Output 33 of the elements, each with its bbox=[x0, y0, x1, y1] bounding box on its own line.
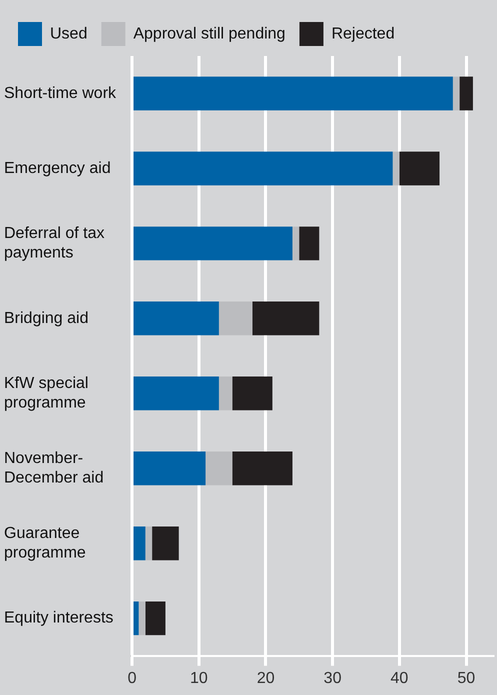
x-tick-label: 40 bbox=[390, 670, 408, 687]
bar bbox=[232, 376, 272, 410]
legend-label: Used bbox=[50, 25, 88, 42]
bar bbox=[392, 152, 400, 186]
x-tick-label: 10 bbox=[190, 670, 208, 687]
y-tick-label: Deferral of tax payments bbox=[4, 225, 104, 262]
x-tick-label: 30 bbox=[324, 670, 342, 687]
y-tick-label: Short-time work bbox=[4, 84, 118, 102]
x-tick-label: 50 bbox=[457, 670, 476, 687]
legend-label: Rejected bbox=[331, 25, 395, 42]
bar bbox=[145, 601, 166, 636]
bar bbox=[292, 226, 300, 260]
bar bbox=[218, 302, 252, 336]
bar bbox=[452, 76, 460, 110]
y-tick-label: Guarantee programme bbox=[4, 525, 86, 562]
bar bbox=[299, 226, 320, 260]
bar bbox=[138, 601, 146, 636]
bar bbox=[152, 526, 179, 560]
y-tick-label: Equity interests bbox=[4, 610, 114, 627]
bar bbox=[252, 302, 320, 336]
y-tick-label: Emergency aid bbox=[4, 160, 111, 177]
x-tick-label: 0 bbox=[128, 670, 137, 687]
y-tick-label: November-December aid bbox=[4, 450, 104, 486]
y-tick-label: KfW special programme bbox=[4, 375, 88, 412]
bar bbox=[460, 76, 473, 110]
y-tick-label: Bridging aid bbox=[4, 310, 88, 327]
bar bbox=[145, 526, 152, 560]
bar bbox=[399, 152, 440, 186]
x-tick-label: 20 bbox=[256, 670, 275, 687]
bar bbox=[232, 451, 292, 486]
bar bbox=[206, 451, 232, 486]
bar bbox=[218, 376, 232, 410]
legend-label: Approval still pending bbox=[133, 25, 286, 42]
